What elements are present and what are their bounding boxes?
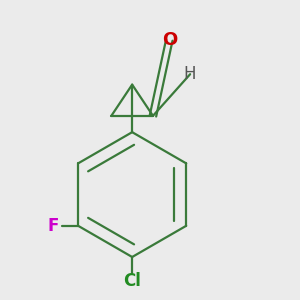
Text: O: O — [162, 31, 177, 49]
Text: H: H — [184, 65, 197, 83]
Text: F: F — [47, 217, 58, 235]
Text: Cl: Cl — [123, 272, 141, 290]
